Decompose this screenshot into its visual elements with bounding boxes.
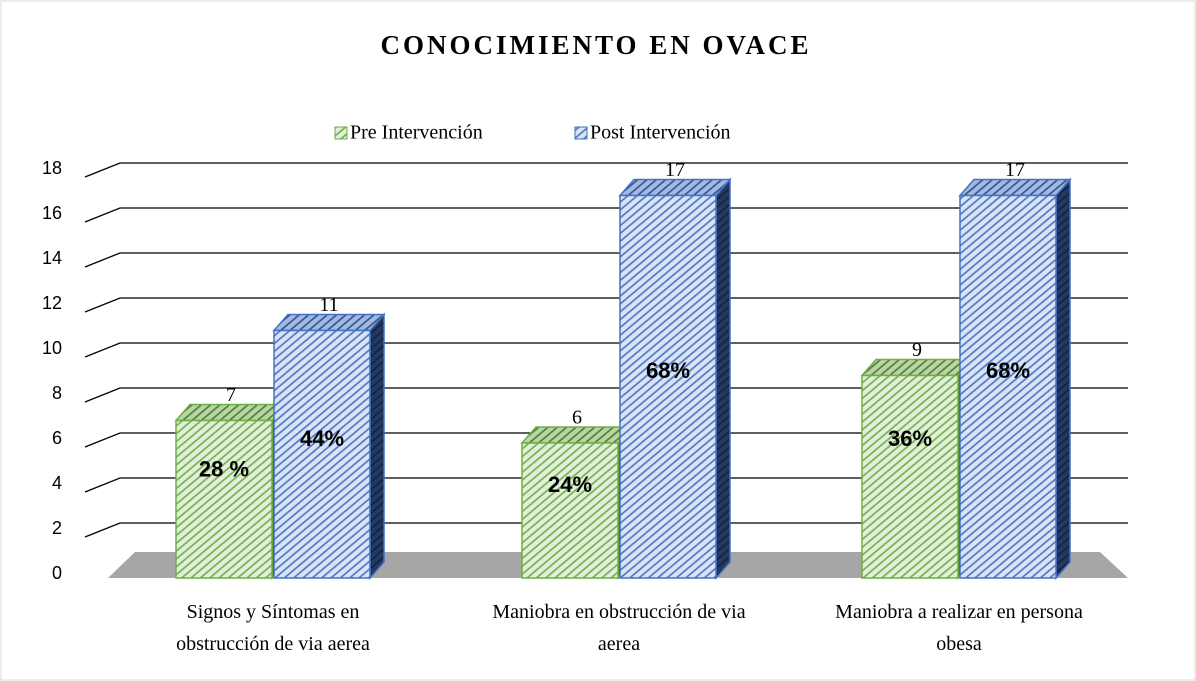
legend-swatch — [334, 126, 348, 140]
x-tick-label: Signos y Síntomas en obstrucción de via … — [176, 601, 370, 655]
legend-label: Pre Intervención — [350, 122, 483, 144]
bar — [174, 402, 288, 580]
bar — [520, 425, 634, 580]
bar-top — [174, 403, 288, 422]
value-label: 17 — [665, 159, 685, 181]
grid-line — [84, 162, 1128, 178]
grid-line — [84, 342, 1128, 358]
percent-label: 68% — [986, 358, 1030, 383]
bar — [958, 177, 1072, 580]
bar-top — [860, 358, 974, 377]
bar — [618, 177, 732, 580]
x-tick-label: Maniobra en obstrucción de via aerea — [492, 601, 746, 655]
grid-line — [84, 252, 1128, 268]
bar-top — [618, 178, 732, 197]
y-tick-label: 10 — [42, 338, 62, 358]
bar — [860, 357, 974, 580]
chart-title: CONOCIMIENTO EN OVACE — [380, 30, 811, 60]
grid-line — [84, 432, 1128, 448]
percent-label: 28 % — [199, 457, 249, 482]
bar-front — [619, 194, 717, 579]
y-tick-label: 12 — [42, 293, 62, 313]
grid-line — [84, 387, 1128, 403]
bar-front — [861, 374, 959, 579]
y-tick-label: 4 — [52, 473, 62, 493]
percent-label: 36% — [888, 426, 932, 451]
legend-label: Post Intervención — [590, 122, 731, 144]
grid-line — [84, 297, 1128, 313]
y-tick-label: 2 — [52, 518, 62, 538]
grid-line — [84, 207, 1128, 223]
grid-line — [84, 522, 1128, 538]
bar-top — [272, 313, 386, 332]
y-tick-label: 6 — [52, 428, 62, 448]
bar-front — [521, 442, 619, 579]
y-tick-label: 18 — [42, 158, 62, 178]
bar-top — [520, 426, 634, 444]
bar-side — [369, 312, 385, 580]
bar-front — [959, 194, 1057, 579]
percent-label: 24% — [548, 472, 592, 497]
value-label: 7 — [226, 384, 236, 406]
y-tick-label: 8 — [52, 383, 62, 403]
bar-front — [273, 329, 371, 579]
value-label: 11 — [319, 294, 338, 316]
percent-label: 68% — [646, 358, 690, 383]
y-tick-label: 0 — [52, 563, 62, 583]
grid-line — [84, 477, 1128, 493]
bar — [272, 312, 386, 580]
bar-front — [175, 419, 273, 579]
value-label: 17 — [1005, 159, 1025, 181]
bar-side — [1055, 177, 1071, 580]
bar-side — [715, 177, 731, 580]
x-tick-label: Maniobra a realizar en persona obesa — [835, 601, 1083, 655]
y-tick-label: 14 — [42, 248, 62, 268]
legend-swatch — [574, 126, 588, 140]
y-tick-label: 16 — [42, 203, 62, 223]
percent-label: 44% — [300, 426, 344, 451]
value-label: 6 — [572, 407, 582, 429]
bar-top — [958, 178, 1072, 197]
value-label: 9 — [912, 339, 922, 361]
